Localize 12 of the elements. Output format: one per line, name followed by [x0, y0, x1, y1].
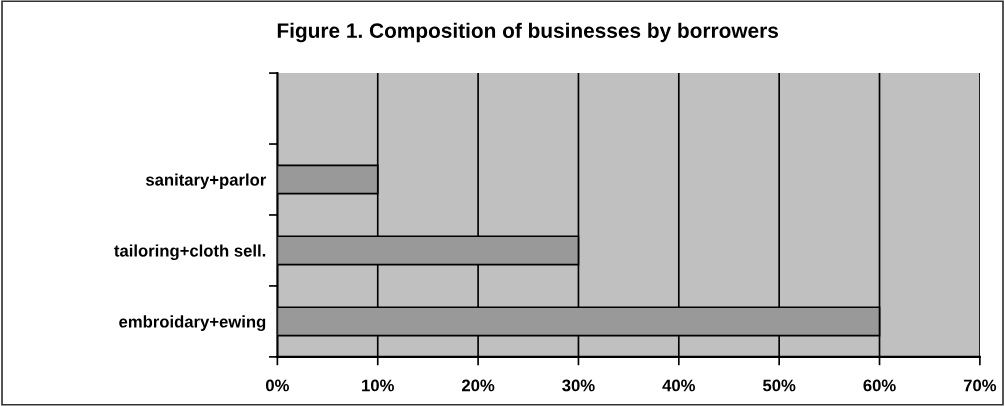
x-tick-label: 0%	[265, 379, 289, 392]
x-tick-label: 50%	[763, 379, 796, 392]
x-tick-label: 30%	[562, 379, 595, 392]
chart-title: Figure 1. Composition of businesses by borrowers	[277, 22, 778, 43]
x-tick-label: 60%	[863, 379, 896, 392]
x-tick-label: 20%	[461, 379, 495, 392]
x-tick-label: 70%	[963, 379, 997, 392]
y-tick-label: embroidary+ewing	[119, 315, 266, 331]
x-tick-label: 10%	[362, 379, 394, 392]
y-tick-label: tailoring+cloth sell.	[114, 244, 266, 261]
x-tick-label: 40%	[662, 379, 696, 392]
y-tick-label: sanitary+parlor	[145, 173, 267, 189]
